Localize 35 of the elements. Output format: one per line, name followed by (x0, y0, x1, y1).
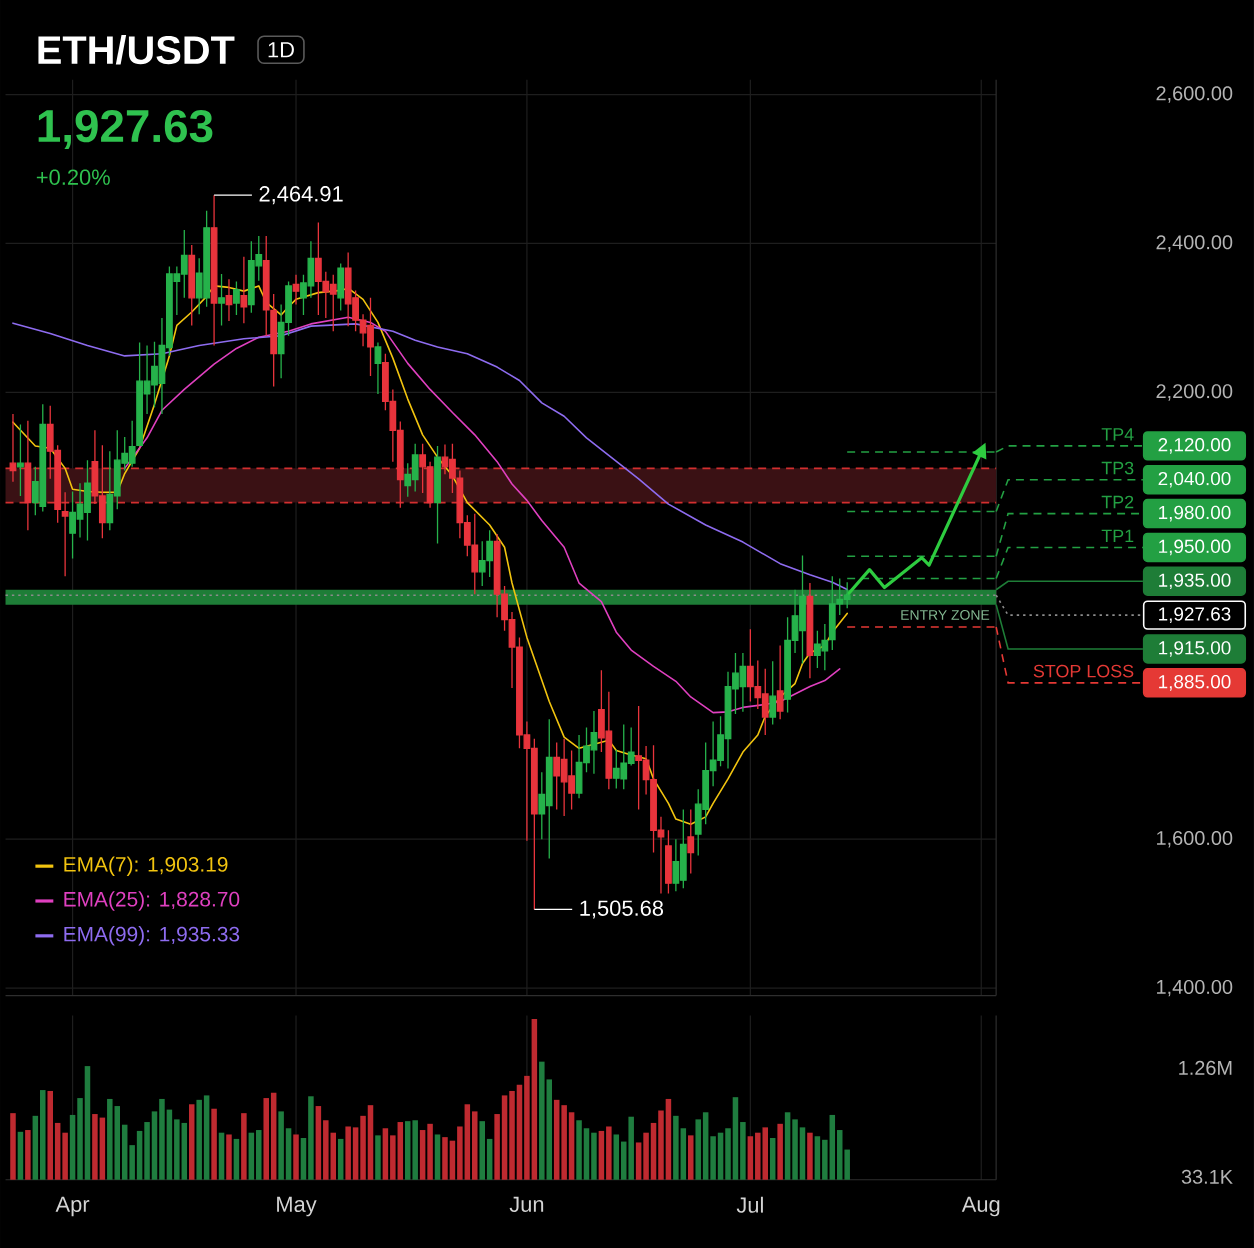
legend-label: EMA(99): 1,935.33 (64, 925, 240, 946)
y-tick-label: 2,600.00 (1156, 86, 1233, 103)
x-tick-label: Jun (509, 1196, 544, 1212)
y-tick-label: 1,600.00 (1157, 830, 1233, 848)
y-tick-label: 1.26M (1179, 1060, 1232, 1075)
annotation: 2,040.00 (1158, 471, 1231, 488)
x-tick-label: Jul (736, 1196, 763, 1213)
legend-label: EMA(7): 1,903.19 (64, 856, 228, 876)
chart-subtitle: 1D (268, 42, 294, 58)
y-tick-label: 2,400.00 (1156, 235, 1233, 252)
annotation: 1,505.68 (580, 900, 664, 919)
annotation: 1,935.00 (1159, 573, 1231, 589)
y-tick-label: 1,400.00 (1157, 979, 1233, 997)
annotation: 1,885.00 (1159, 674, 1231, 691)
ref-line-label: TP3 (1101, 461, 1134, 475)
annotation: +0.20% (36, 169, 110, 185)
annotation: 1,915.00 (1159, 640, 1231, 657)
annotation: 1,927.63 (38, 109, 213, 149)
ref-line-label: TP1 (1101, 529, 1134, 542)
annotation: 1,950.00 (1159, 539, 1231, 556)
annotation: 1,980.00 (1159, 505, 1231, 522)
ref-line-label: STOP LOSS (1033, 664, 1134, 678)
x-tick-label: May (277, 1196, 317, 1217)
annotation: 2,464.91 (259, 185, 343, 204)
x-tick-label: Apr (55, 1196, 90, 1217)
y-tick-label: 33.1K (1181, 1169, 1233, 1184)
ref-line-label: TP4 (1101, 427, 1134, 441)
ref-line-label: TP2 (1101, 495, 1134, 508)
ref-line-label: 1,927.63 (1159, 607, 1231, 623)
x-tick-label: Aug (961, 1196, 1000, 1217)
annotation: 2,120.00 (1158, 437, 1231, 454)
chart-title: ETH/USDT (38, 34, 235, 65)
band-label: ENTRY ZONE (901, 609, 990, 620)
legend-label: EMA(25): 1,828.70 (64, 891, 240, 911)
y-tick-label: 2,200.00 (1156, 383, 1233, 401)
